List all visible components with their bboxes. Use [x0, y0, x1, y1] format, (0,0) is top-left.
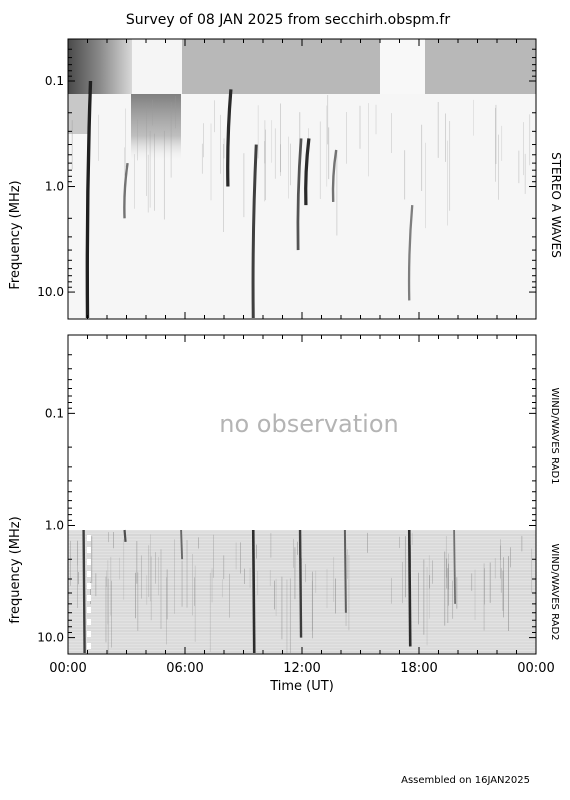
radio-burst	[82, 529, 86, 654]
stereo-a-instrument-label: STEREO A WAVES	[549, 152, 563, 258]
wind-rad1-empty-area	[68, 335, 536, 530]
y-tick-label: 0.1	[45, 406, 64, 420]
y-tick-label: 1.0	[45, 518, 64, 532]
wind-x-ticks: 00:00 06:00 12:00 18:00 00:00	[49, 335, 555, 676]
x-tick-label: 12:00	[283, 661, 320, 676]
radio-burst	[304, 138, 311, 206]
radio-burst	[296, 138, 303, 251]
wind-rad1-label: WIND/WAVES RAD1	[549, 387, 560, 484]
x-tick-label: 18:00	[400, 661, 437, 676]
radio-burst	[180, 529, 184, 560]
stereo-a-panel: 0.1 1.0 10.0 Frequency (MHz) STEREO A WAVE…	[8, 38, 563, 320]
radio-burst	[123, 162, 129, 219]
y-tick-label: 0.1	[45, 74, 64, 88]
stereo-a-ylabel: Frequency (MHz)	[8, 180, 23, 289]
x-tick-label: 00:00	[517, 661, 554, 676]
y-tick-label: 10.0	[37, 285, 64, 299]
wind-rad2-label: WIND/WAVES RAD2	[549, 543, 560, 640]
radio-burst	[298, 529, 303, 638]
x-axis-label: Time (UT)	[269, 679, 334, 694]
x-tick-label: 00:00	[49, 661, 86, 676]
x-tick-label: 06:00	[166, 661, 203, 676]
wind-y-ticks: 0.1 1.0 10.0	[37, 334, 536, 645]
radio-burst	[453, 529, 456, 604]
stereo-a-band-early-dark	[68, 39, 132, 94]
wind-waves-panel: 00:00 06:00 12:00 18:00 00:00 0.1 1.0 10.0 no …	[8, 334, 560, 694]
radio-burst	[123, 529, 127, 542]
figure-title: Survey of 08 JAN 2025 from secchirh.obsp…	[126, 12, 450, 28]
stereo-a-band-gap-2	[380, 39, 425, 94]
radio-burst	[85, 80, 93, 319]
stereo-a-texture-streaks	[71, 95, 531, 236]
radio-burst	[407, 205, 414, 301]
assembled-footer: Assembled on 16JAN2025	[401, 775, 530, 786]
radio-burst	[226, 89, 233, 187]
stereo-a-radio-bursts	[85, 80, 414, 319]
wind-rad2-radio-bursts	[82, 529, 456, 654]
y-tick-label: 1.0	[45, 180, 64, 194]
radio-burst	[251, 144, 258, 319]
radio-burst	[343, 529, 347, 613]
stereo-a-diffuse-emission	[131, 94, 181, 164]
radio-burst	[251, 529, 256, 654]
stereo-a-x-ticks	[67, 39, 537, 319]
stereo-a-band-gap-1	[130, 39, 182, 94]
wind-ylabel: frequency (MHz)	[8, 516, 23, 623]
stereo-a-corner-emission	[68, 94, 88, 134]
y-tick-label: 10.0	[37, 631, 64, 645]
stereo-a-y-ticks: 0.1 1.0 10.0	[37, 38, 536, 299]
wind-overlay-message: no observation	[219, 410, 398, 438]
radio-burst	[331, 149, 338, 202]
radio-burst	[407, 529, 412, 647]
